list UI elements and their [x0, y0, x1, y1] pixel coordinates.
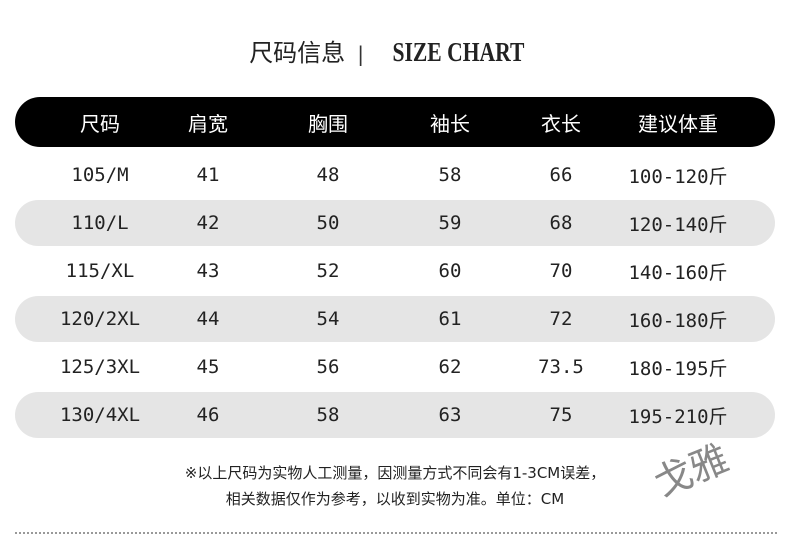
table-row: 110/L 42 50 59 68 120-140斤: [15, 200, 775, 246]
cell-weight: 180-195斤: [628, 357, 728, 380]
cell-weight: 140-160斤: [628, 261, 728, 284]
header-chest: 胸围: [308, 111, 348, 136]
cell-length: 68: [549, 212, 573, 234]
cell-sleeve: 59: [438, 212, 462, 234]
header-weight: 建议体重: [638, 111, 718, 136]
table-row: 115/XL 43 52 60 70 140-160斤: [15, 248, 775, 294]
cell-sleeve: 58: [438, 164, 462, 186]
cell-size: 105/M: [71, 164, 129, 186]
cell-length: 75: [549, 404, 573, 426]
cell-chest: 48: [316, 164, 340, 186]
cell-sleeve: 63: [438, 404, 462, 426]
cell-shoulder: 43: [196, 260, 220, 282]
cell-sleeve: 61: [438, 308, 462, 330]
note-line-2: 相关数据仅作为参考，以收到实物为准。单位：CM: [225, 490, 565, 508]
cell-sleeve: 60: [438, 260, 462, 282]
cell-chest: 52: [316, 260, 340, 282]
table-row: 120/2XL 44 54 61 72 160-180斤: [15, 296, 775, 342]
cell-weight: 120-140斤: [628, 213, 728, 236]
cell-shoulder: 41: [196, 164, 220, 186]
dotted-divider: [15, 532, 777, 534]
header-size: 尺码: [80, 111, 120, 136]
title-chinese: 尺码信息: [249, 39, 346, 67]
cell-length: 72: [549, 308, 573, 330]
cell-size: 125/3XL: [59, 356, 141, 378]
title-english: SIZE CHART: [392, 37, 525, 67]
cell-sleeve: 62: [438, 356, 462, 378]
title-separator: |: [357, 42, 364, 66]
cell-shoulder: 42: [196, 212, 220, 234]
cell-size: 115/XL: [65, 260, 135, 282]
cell-weight: 100-120斤: [628, 165, 728, 188]
cell-chest: 54: [316, 308, 340, 330]
cell-shoulder: 45: [196, 356, 220, 378]
cell-weight: 195-210斤: [628, 405, 728, 428]
table-row: 105/M 41 48 58 66 100-120斤: [15, 152, 775, 198]
cell-shoulder: 46: [196, 404, 220, 426]
cell-chest: 50: [316, 212, 340, 234]
cell-weight: 160-180斤: [628, 309, 728, 332]
cell-size: 110/L: [71, 212, 129, 234]
cell-size: 130/4XL: [59, 404, 141, 426]
cell-length: 70: [549, 260, 573, 282]
table-header: 尺码 肩宽 胸围 袖长 衣长 建议体重: [15, 97, 775, 147]
cell-size: 120/2XL: [59, 308, 141, 330]
header-length: 衣长: [541, 111, 581, 136]
cell-length: 73.5: [538, 356, 584, 378]
cell-chest: 56: [316, 356, 340, 378]
header-sleeve: 袖长: [430, 111, 470, 136]
page-title: 尺码信息 | SIZE CHART: [0, 33, 790, 68]
note-line-1: ※以上尺码为实物人工测量，因测量方式不同会有1-3CM误差，: [184, 464, 606, 482]
cell-length: 66: [549, 164, 573, 186]
table-row: 125/3XL 45 56 62 73.5 180-195斤: [15, 344, 775, 390]
header-shoulder: 肩宽: [188, 111, 228, 136]
cell-chest: 58: [316, 404, 340, 426]
cell-shoulder: 44: [196, 308, 220, 330]
table-row: 130/4XL 46 58 63 75 195-210斤: [15, 392, 775, 438]
